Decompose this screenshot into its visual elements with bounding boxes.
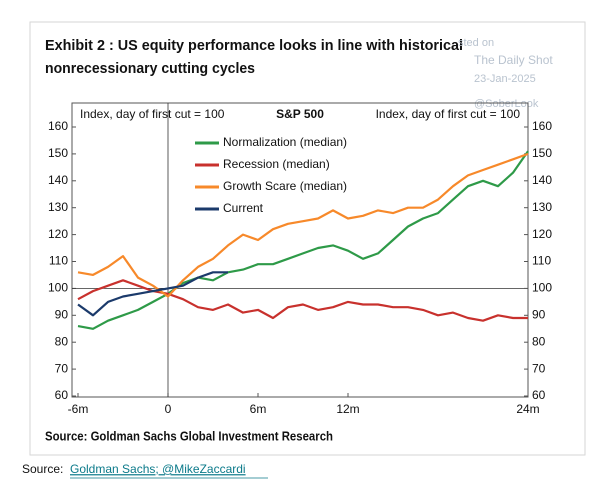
- watermark: 23-Jan-2025: [474, 73, 536, 85]
- legend-label: Growth Scare (median): [223, 179, 347, 193]
- watermark: The Daily Shot: [474, 53, 553, 67]
- y-tick-label: 110: [49, 254, 68, 268]
- y-tick-label: 120: [48, 227, 68, 241]
- series-line: [77, 152, 529, 298]
- y2-axis-label: Index, day of first cut = 100: [376, 107, 521, 121]
- y2-tick-label: 90: [532, 307, 546, 321]
- y-tick-label: 70: [55, 361, 69, 375]
- watermark: sted on: [458, 37, 494, 49]
- y2-tick-label: 150: [532, 146, 552, 160]
- chart-title: Exhibit 2 : US equity performance looks …: [45, 37, 463, 54]
- chart-source: Source: Goldman Sachs Global Investment …: [45, 428, 333, 443]
- x-tick-label: 12m: [336, 402, 359, 416]
- source-link[interactable]: Goldman Sachs; @MikeZaccardi: [70, 462, 246, 476]
- y-tick-label: 100: [48, 281, 68, 295]
- watermark: @SoberLook: [474, 98, 539, 110]
- y-axis-label: Index, day of first cut = 100: [80, 107, 225, 121]
- plot-frame: [71, 102, 529, 398]
- series-line: [77, 150, 529, 330]
- page-source-prefix: Source:: [22, 462, 63, 476]
- x-tick-label: -6m: [68, 402, 89, 416]
- y2-tick-label: 140: [532, 173, 552, 187]
- source-link-text[interactable]: Goldman Sachs; @MikeZaccardi: [70, 462, 246, 476]
- y-tick-label: 150: [48, 146, 68, 160]
- legend-label: Normalization (median): [223, 135, 347, 149]
- y-tick-label: 60: [55, 388, 69, 402]
- x-tick-label: 6m: [250, 402, 267, 416]
- chart-subtitle: S&P 500: [276, 107, 324, 121]
- y-tick-label: 90: [55, 307, 69, 321]
- x-tick-label: 24m: [516, 402, 539, 416]
- chart-title: nonrecessionary cutting cycles: [45, 60, 255, 77]
- y2-tick-label: 60: [532, 388, 546, 402]
- chart-box: [29, 21, 586, 456]
- x-tick-label: 0: [165, 402, 172, 416]
- y2-tick-label: 100: [532, 281, 552, 295]
- legend-label: Current: [223, 201, 264, 215]
- y2-tick-label: 70: [532, 361, 546, 375]
- y-tick-label: 160: [48, 119, 68, 133]
- series-line: [77, 271, 228, 317]
- legend-label: Recession (median): [223, 157, 330, 171]
- y2-tick-label: 130: [532, 200, 552, 214]
- y2-tick-label: 120: [532, 227, 552, 241]
- y2-tick-label: 160: [532, 119, 552, 133]
- y-tick-label: 80: [55, 334, 69, 348]
- y-tick-label: 140: [48, 173, 68, 187]
- y-tick-label: 130: [48, 200, 68, 214]
- y2-tick-label: 80: [532, 334, 546, 348]
- y2-tick-label: 110: [532, 254, 551, 268]
